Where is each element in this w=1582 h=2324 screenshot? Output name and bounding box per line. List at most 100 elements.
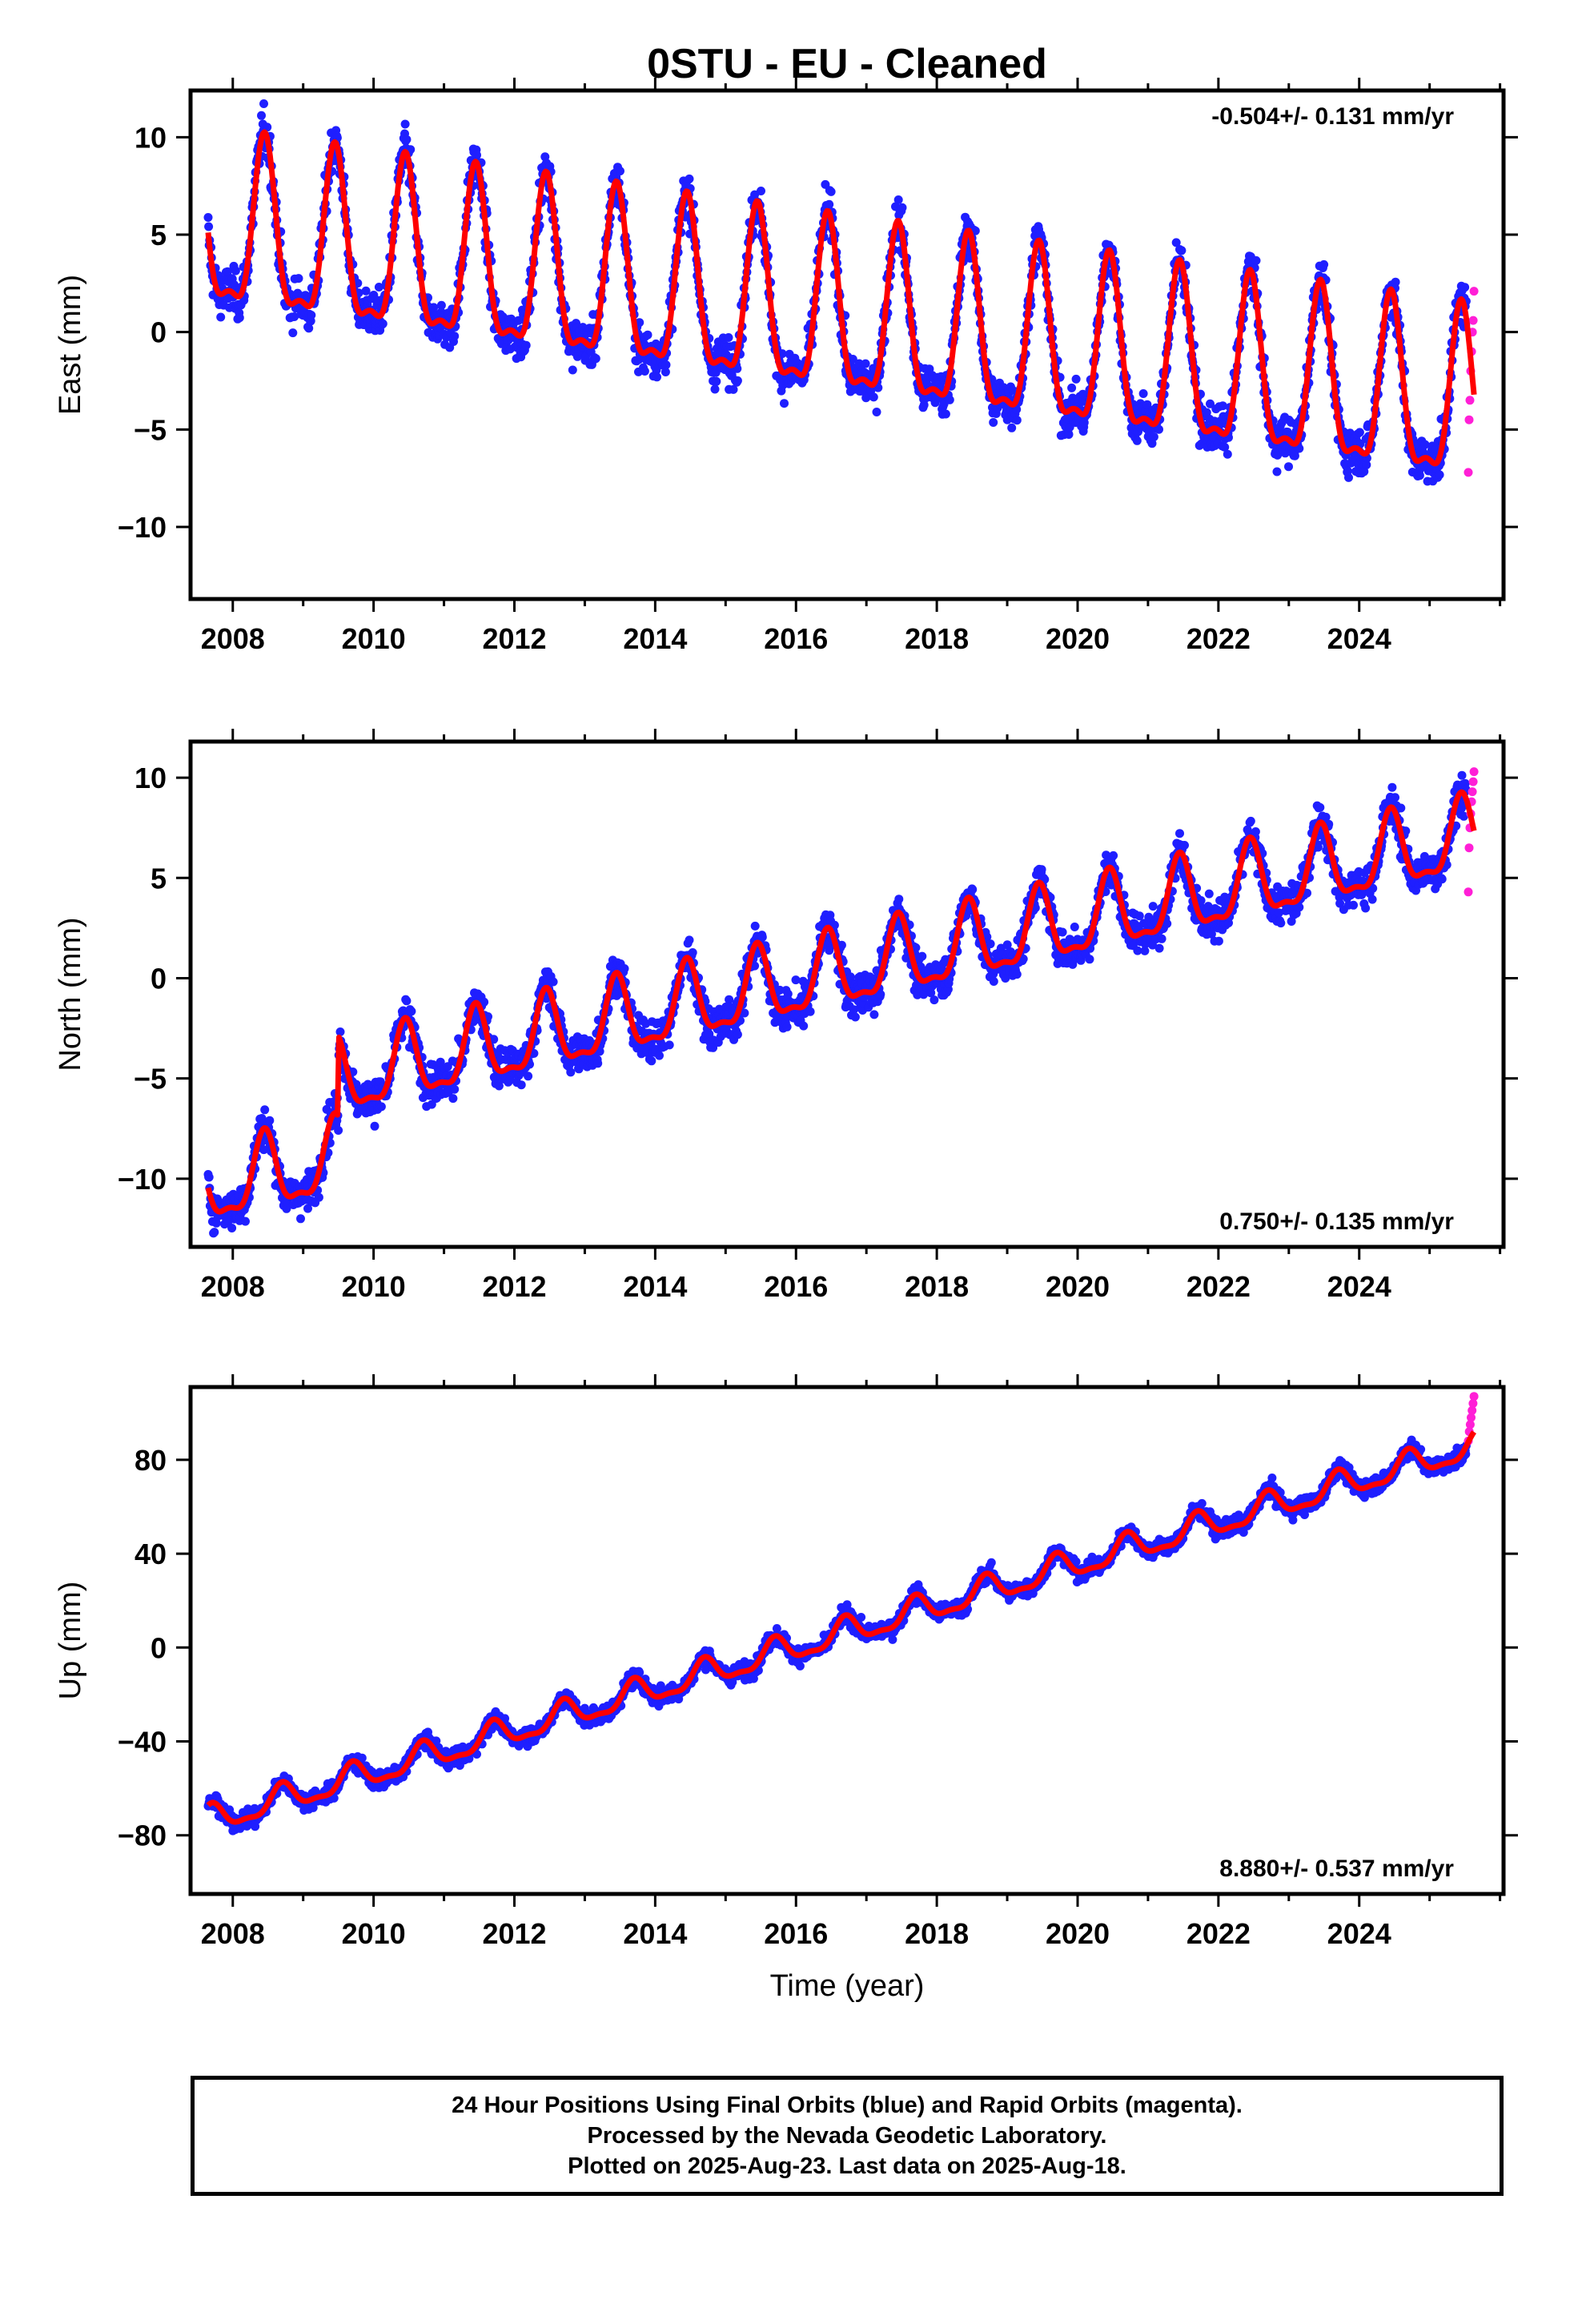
velocity-annotation: -0.504+/- 0.131 mm/yr <box>1211 103 1454 130</box>
final-orbit-point <box>361 286 371 296</box>
plot-area-north <box>203 767 1479 1238</box>
final-orbit-point <box>436 1057 445 1067</box>
final-orbit-point <box>725 995 734 1004</box>
x-tick-label: 2014 <box>623 622 687 655</box>
final-orbit-point <box>1007 423 1017 432</box>
final-orbit-point <box>869 1010 879 1019</box>
final-orbit-point <box>848 355 857 364</box>
final-orbit-point <box>1064 430 1074 439</box>
final-orbit-point <box>1177 246 1186 255</box>
final-orbit-point <box>1085 955 1094 964</box>
final-orbit-point <box>685 935 694 945</box>
rapid-orbit-point <box>1468 316 1478 325</box>
final-orbit-point <box>1274 908 1283 918</box>
final-orbit-point <box>376 1102 386 1112</box>
final-orbit-point <box>294 274 303 283</box>
final-orbit-point <box>729 384 738 394</box>
final-orbit-point <box>241 1216 250 1226</box>
final-orbit-point <box>472 151 481 160</box>
final-orbit-point <box>1435 470 1444 480</box>
final-orbit-point <box>968 885 978 895</box>
final-orbit-point <box>335 1027 345 1036</box>
final-orbit-point <box>688 948 697 957</box>
final-orbit-point <box>733 1030 742 1039</box>
final-orbit-point <box>290 312 299 321</box>
final-orbit-point <box>1140 946 1150 955</box>
final-orbit-point <box>854 359 864 368</box>
final-orbit-point <box>1196 896 1206 905</box>
final-orbit-point <box>989 418 998 427</box>
panel-frame <box>188 88 1506 601</box>
final-orbit-point <box>203 213 213 222</box>
final-orbit-point <box>1251 255 1261 265</box>
final-orbit-point <box>791 975 801 985</box>
final-orbit-point <box>894 895 904 904</box>
final-orbit-point <box>257 111 266 120</box>
final-orbit-point <box>825 946 834 955</box>
final-orbit-point <box>1251 827 1260 836</box>
final-orbit-point <box>480 997 489 1007</box>
final-orbit-point <box>211 1218 221 1228</box>
final-orbit-point <box>1415 471 1424 480</box>
final-orbit-point <box>750 921 760 931</box>
final-orbit-point <box>989 977 998 986</box>
final-orbit-point <box>1142 400 1152 409</box>
final-orbit-point <box>296 1214 305 1224</box>
final-orbit-point <box>1109 850 1118 860</box>
final-orbit-point <box>1315 802 1325 812</box>
panel-north: 2008 2010 2012 2014 2016 2018 2020 2022 2024−10−… <box>54 729 1518 1303</box>
final-orbit-point <box>893 195 903 204</box>
final-orbit-point <box>1171 238 1181 247</box>
final-orbit-point <box>1246 816 1255 826</box>
final-orbit-point <box>926 988 936 998</box>
final-orbit-point <box>970 226 980 235</box>
final-orbit-point <box>849 1005 858 1015</box>
final-orbit-point <box>1018 954 1028 963</box>
final-orbit-point <box>724 333 733 342</box>
final-orbit-point <box>1157 934 1166 943</box>
final-orbit-point <box>514 316 523 325</box>
final-orbit-point <box>1303 888 1311 898</box>
x-tick-label: 2008 <box>201 622 265 655</box>
final-orbit-point <box>400 119 410 129</box>
final-orbit-point <box>733 376 742 385</box>
final-orbit-point <box>259 1145 268 1155</box>
final-orbit-point <box>845 972 855 982</box>
final-orbit-point <box>402 996 412 1006</box>
final-orbit-point <box>850 1012 860 1022</box>
y-tick-label: 0 <box>151 316 167 349</box>
final-orbit-point <box>783 989 793 999</box>
final-orbit-point <box>620 964 629 973</box>
final-orbit-point <box>1218 401 1227 411</box>
final-orbit-point <box>1001 974 1010 983</box>
final-orbit-point <box>265 1116 275 1125</box>
final-orbit-point <box>1162 919 1172 928</box>
final-orbit-point <box>204 222 214 231</box>
final-orbit-point <box>1070 923 1079 931</box>
y-axis-label: East (mm) <box>54 275 87 415</box>
final-orbit-point <box>235 313 244 323</box>
x-tick-label: 2022 <box>1186 622 1251 655</box>
final-orbit-point <box>837 940 846 950</box>
x-tick-label: 2016 <box>764 622 828 655</box>
final-orbit-point <box>1295 444 1304 453</box>
final-orbit-point <box>1012 970 1022 979</box>
final-orbit-point <box>1343 466 1352 476</box>
final-orbit-point <box>1272 467 1282 476</box>
final-orbit-point <box>1290 451 1299 460</box>
final-orbit-point <box>1134 911 1144 921</box>
y-tick-label: 5 <box>151 219 167 251</box>
final-orbit-point <box>775 985 785 995</box>
final-orbit-point <box>986 939 995 949</box>
final-orbit-point <box>685 174 694 183</box>
final-orbit-point <box>450 332 460 341</box>
final-orbit-point <box>1362 460 1371 469</box>
final-orbit-point <box>710 384 720 394</box>
final-orbit-point <box>1180 841 1189 850</box>
rapid-orbit-point <box>1469 287 1479 296</box>
final-orbit-point <box>897 203 907 212</box>
final-orbit-point <box>750 961 760 971</box>
x-tick-label: 2024 <box>1327 622 1391 655</box>
final-orbit-point <box>917 951 927 961</box>
final-orbit-point <box>777 349 787 359</box>
